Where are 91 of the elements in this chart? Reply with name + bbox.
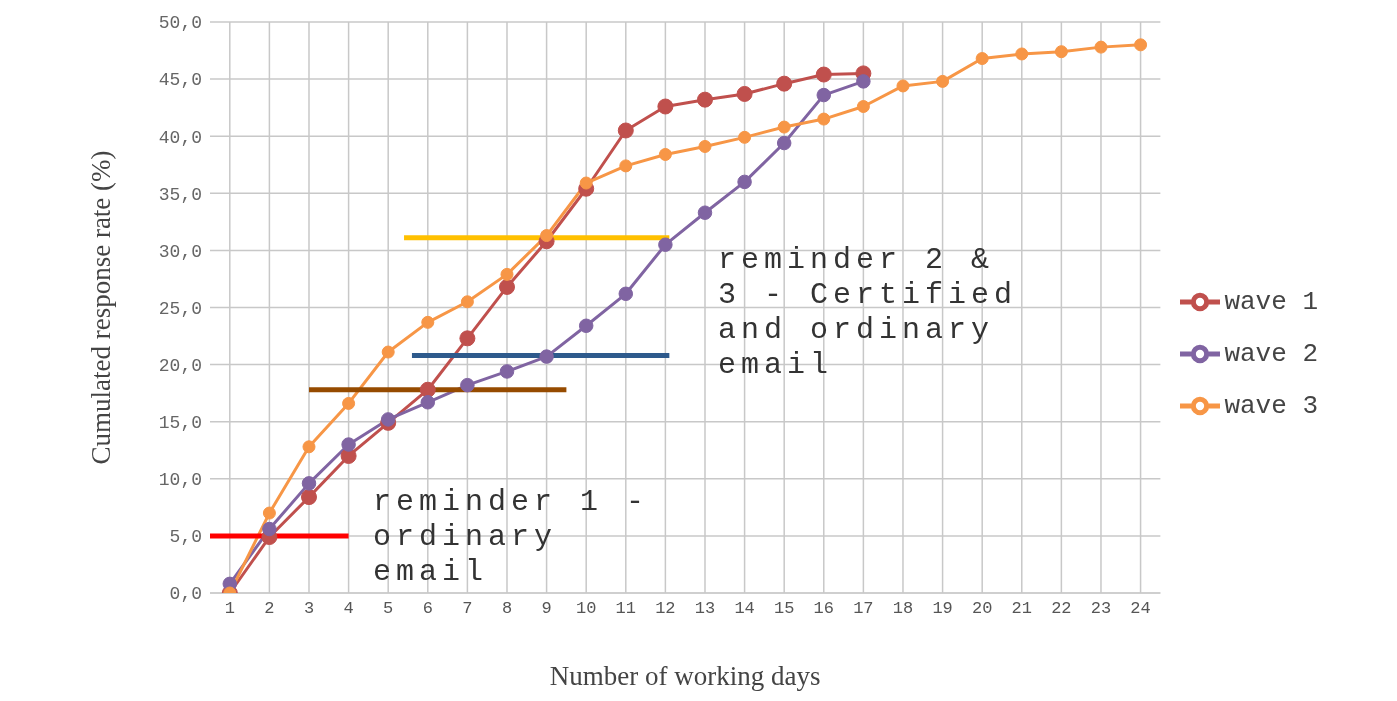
point	[696, 91, 713, 108]
x-tick-label: 11	[615, 599, 636, 619]
x-tick-label: 4	[343, 599, 354, 619]
x-tick-label: 12	[655, 599, 676, 619]
point	[936, 74, 950, 88]
point	[498, 278, 515, 295]
point	[896, 79, 910, 93]
point	[579, 176, 593, 190]
x-tick-label: 5	[383, 599, 394, 619]
x-tick-label: 17	[853, 599, 874, 619]
y-axis-title: Cumulated response rate (%)	[85, 150, 116, 465]
point	[460, 377, 475, 393]
x-tick-label: 7	[462, 599, 473, 619]
x-tick-label: 13	[694, 599, 716, 619]
x-tick-label: 18	[892, 599, 914, 619]
point	[658, 237, 673, 252]
point	[776, 135, 792, 151]
point	[262, 521, 277, 537]
x-tick-label: 8	[501, 599, 513, 619]
point	[578, 318, 594, 334]
point	[499, 364, 515, 379]
annotation: reminder 1 - ordinary email	[373, 485, 651, 590]
point	[301, 476, 317, 491]
point	[856, 74, 871, 89]
point	[380, 412, 396, 427]
y-tick-label: 50,0	[158, 13, 202, 34]
point	[657, 98, 674, 115]
y-tick-label: 30,0	[158, 241, 202, 262]
point	[301, 489, 317, 506]
point	[500, 267, 514, 281]
point	[421, 315, 435, 329]
point	[736, 85, 753, 102]
x-tick-label: 22	[1051, 599, 1072, 619]
point	[1094, 40, 1108, 54]
point	[617, 122, 634, 139]
x-axis-title: Number of working days	[549, 661, 821, 691]
point	[817, 112, 831, 126]
x-tick-label: 21	[1011, 599, 1032, 619]
point	[262, 506, 276, 520]
y-tick-label: 5,0	[169, 527, 202, 548]
legend-label: wave 2	[1224, 339, 1318, 369]
point	[737, 174, 752, 190]
x-tick-label: 24	[1130, 599, 1151, 619]
x-tick-label: 23	[1090, 599, 1112, 619]
y-tick-label: 35,0	[158, 184, 202, 205]
point	[698, 139, 712, 153]
point	[342, 396, 356, 410]
point	[777, 120, 791, 134]
point	[381, 345, 395, 359]
point	[420, 395, 436, 410]
y-tick-label: 45,0	[158, 70, 202, 91]
y-tick-label: 20,0	[158, 355, 202, 376]
x-tick-label: 19	[932, 599, 953, 619]
point	[540, 229, 554, 243]
point	[1015, 47, 1029, 61]
point	[419, 381, 436, 398]
legend-label: wave 3	[1224, 391, 1318, 421]
point	[658, 147, 672, 161]
point	[738, 130, 752, 144]
y-tick-label: 0,0	[169, 584, 202, 605]
x-tick-label: 9	[541, 599, 552, 619]
y-tick-label: 10,0	[158, 470, 202, 491]
y-tick-label: 40,0	[158, 127, 202, 148]
point	[1054, 45, 1068, 59]
legend-label: wave 1	[1224, 287, 1318, 317]
y-tick-label: 15,0	[158, 413, 202, 434]
point	[341, 437, 356, 452]
x-tick-label: 14	[734, 599, 755, 619]
point	[975, 52, 989, 66]
x-tick-label: 2	[264, 599, 275, 619]
x-tick-label: 10	[575, 599, 597, 619]
x-tick-label: 6	[422, 599, 433, 619]
x-tick-label: 3	[303, 599, 315, 619]
point	[539, 349, 554, 364]
x-tick-label: 15	[773, 599, 795, 619]
x-tick-label: 1	[224, 599, 235, 619]
point	[697, 205, 713, 220]
point	[815, 66, 832, 83]
point	[816, 87, 832, 103]
point	[1134, 38, 1148, 52]
point	[302, 440, 316, 454]
point	[460, 295, 474, 309]
annotation: reminder 2 & 3 - Certified and ordinary email	[718, 243, 1019, 383]
point	[619, 159, 633, 173]
point	[856, 100, 870, 114]
point	[776, 75, 793, 92]
point	[618, 286, 634, 302]
x-tick-label: 20	[971, 599, 993, 619]
y-tick-label: 25,0	[158, 298, 202, 319]
point	[459, 330, 476, 347]
x-tick-label: 16	[813, 599, 834, 619]
